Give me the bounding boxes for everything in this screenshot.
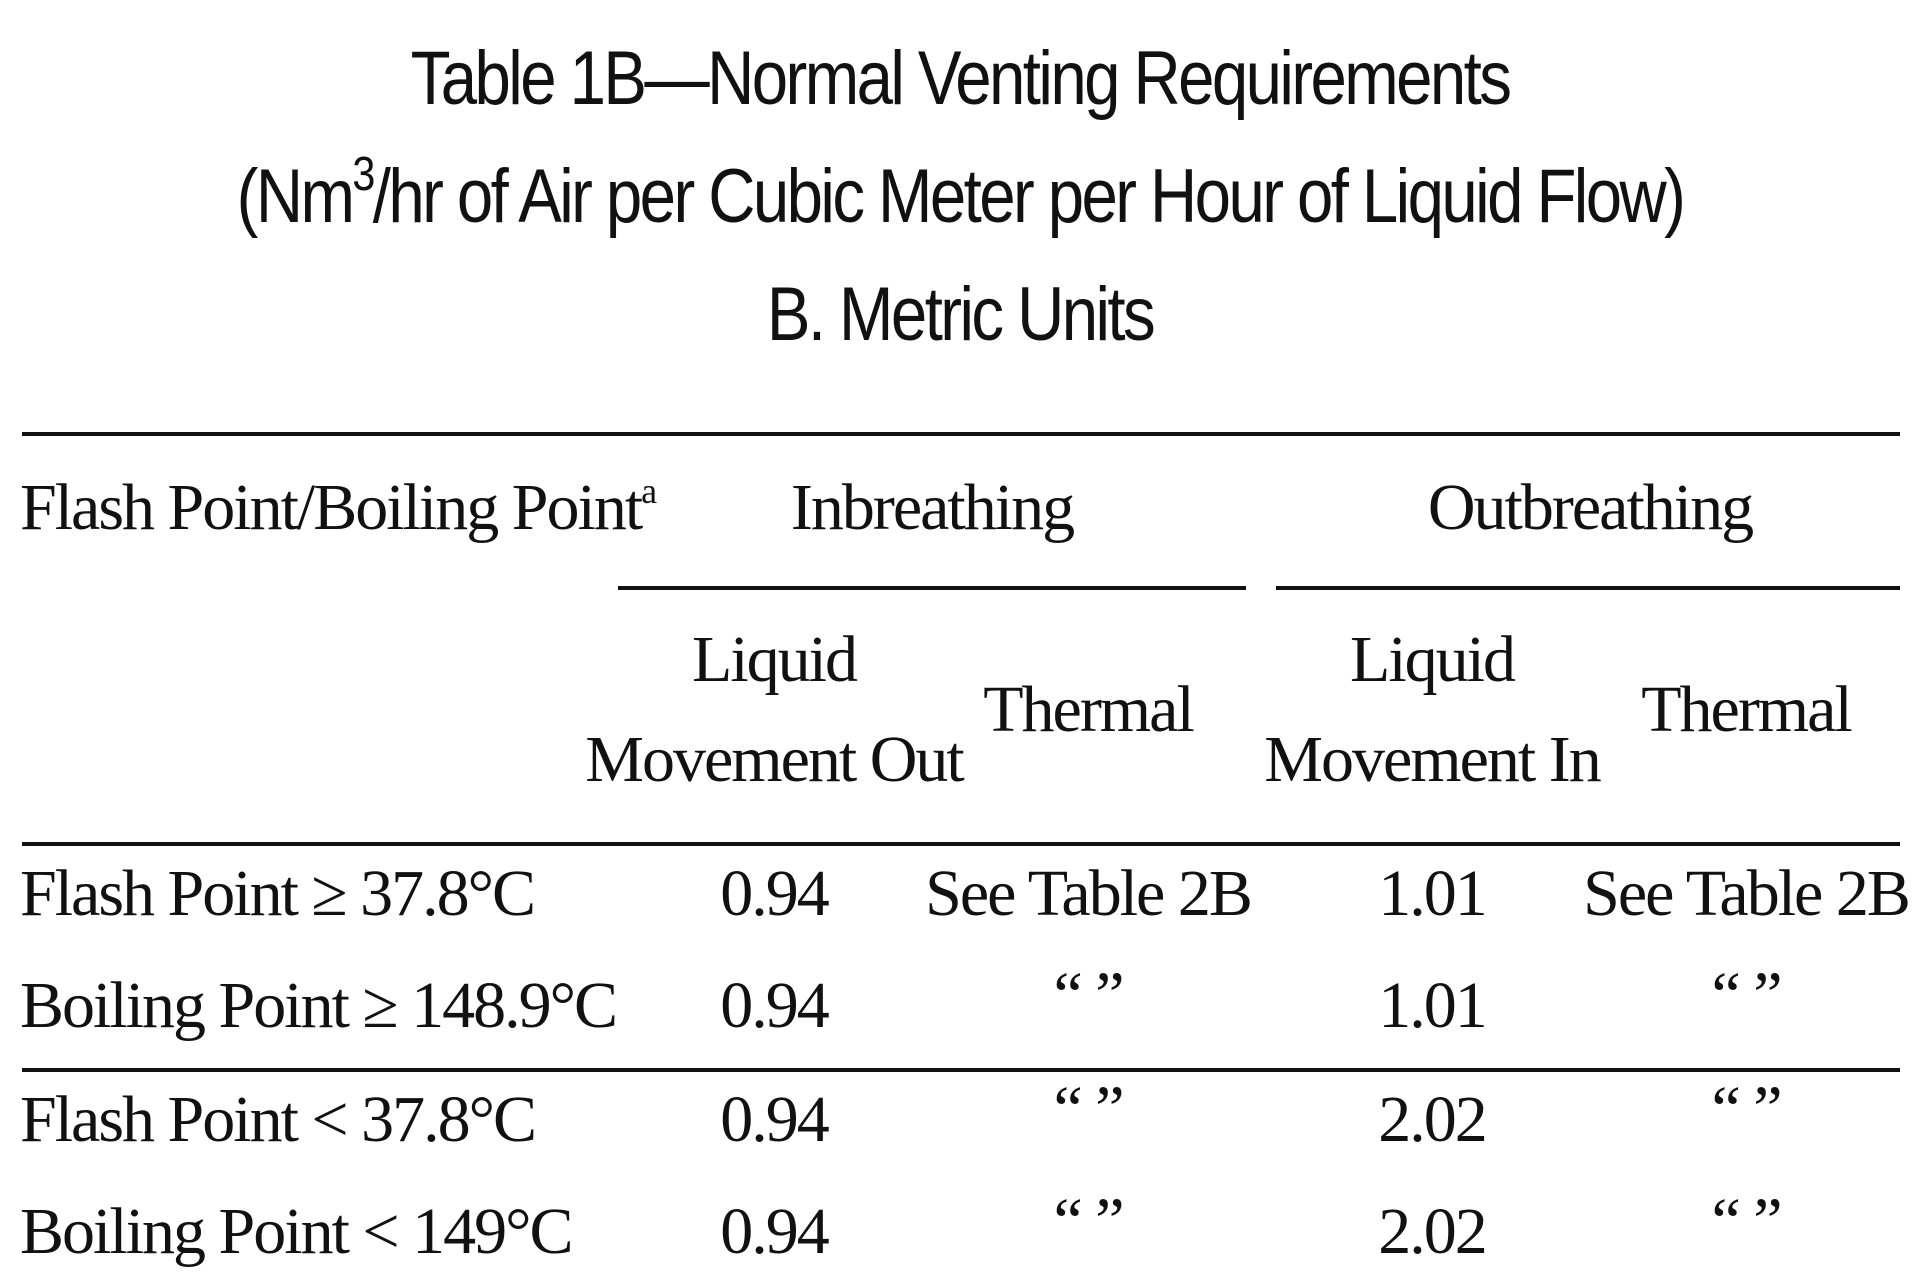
outbreathing-header: Outbreathing — [1427, 471, 1754, 544]
units-suffix: /hr of Air per Cubic Meter per Hour of L… — [372, 154, 1686, 239]
out-liquid-value: 2.02 — [1378, 1195, 1487, 1268]
units-superscript: 3 — [352, 147, 375, 201]
in-thermal-value: “ ” — [1053, 959, 1124, 1032]
in-liquid-value: 0.94 — [720, 857, 829, 930]
out-liquid-value: 1.01 — [1378, 969, 1487, 1042]
group-separator-rule — [22, 1068, 1900, 1072]
in-liquid-value: 0.94 — [720, 969, 829, 1042]
table-units-line: (Nm3/hr of Air per Cubic Meter per Hour … — [134, 138, 1785, 256]
out-liquid-header-line1: Liquid — [1350, 623, 1516, 696]
row-label: Flash Point < 37.8°C — [20, 1083, 537, 1156]
table-title-block: Table 1B—Normal Venting Requirements (Nm… — [134, 20, 1785, 374]
outbreathing-rule — [1276, 586, 1900, 590]
in-liquid-value: 0.94 — [720, 1083, 829, 1156]
out-liquid-value: 1.01 — [1378, 857, 1487, 930]
out-thermal-value: “ ” — [1711, 1073, 1782, 1146]
in-thermal-value: “ ” — [1053, 1185, 1124, 1258]
inbreathing-rule — [618, 586, 1246, 590]
row-label: Flash Point ≥ 37.8°C — [20, 857, 536, 930]
in-thermal-value: See Table 2B — [925, 857, 1253, 930]
units-prefix: (Nm — [236, 154, 355, 239]
inbreathing-header: Inbreathing — [790, 471, 1075, 544]
in-liquid-header-line1: Liquid — [692, 623, 858, 696]
out-thermal-value: “ ” — [1711, 959, 1782, 1032]
out-thermal-value: “ ” — [1711, 1185, 1782, 1258]
in-liquid-value: 0.94 — [720, 1195, 829, 1268]
row-label: Boiling Point ≥ 148.9°C — [20, 969, 618, 1042]
out-liquid-header-line2: Movement In — [1264, 723, 1601, 796]
table-title: Table 1B—Normal Venting Requirements — [410, 36, 1512, 121]
header-bottom-rule — [22, 842, 1900, 846]
out-liquid-value: 2.02 — [1378, 1083, 1487, 1156]
footnote-marker: a — [641, 471, 657, 511]
row-label: Boiling Point < 149°C — [20, 1195, 574, 1268]
in-thermal-header: Thermal — [983, 673, 1195, 746]
in-thermal-value: “ ” — [1053, 1073, 1124, 1146]
first-column-header: Flash Point/Boiling Pointa — [20, 471, 657, 544]
out-thermal-value: See Table 2B — [1583, 857, 1911, 930]
in-liquid-header-line2: Movement Out — [585, 723, 964, 796]
table-subtitle: B. Metric Units — [766, 272, 1156, 357]
top-rule — [22, 432, 1900, 436]
out-thermal-header: Thermal — [1641, 673, 1853, 746]
